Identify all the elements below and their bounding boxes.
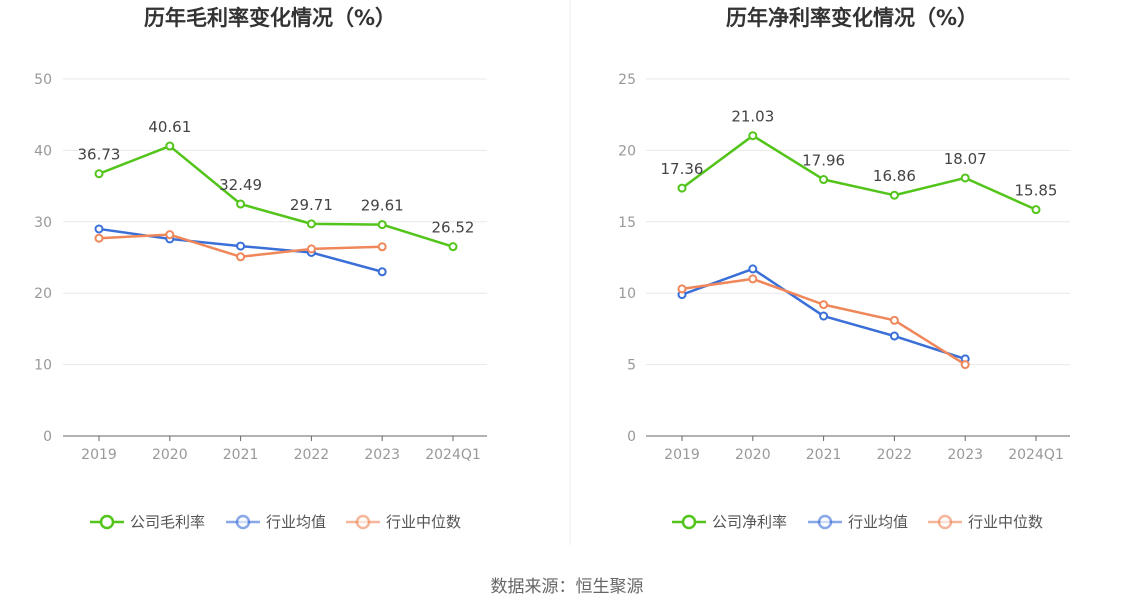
data-point bbox=[748, 274, 758, 284]
x-tick-label: 2020 bbox=[735, 447, 771, 463]
x-tick-label: 2021 bbox=[806, 447, 842, 463]
legend-marker bbox=[355, 514, 371, 530]
data-point bbox=[306, 219, 316, 229]
data-point bbox=[677, 183, 687, 193]
y-tick-label: 10 bbox=[618, 286, 636, 302]
x-tick-label: 2021 bbox=[223, 447, 259, 463]
y-tick-label: 20 bbox=[618, 143, 636, 159]
data-point bbox=[236, 241, 246, 251]
data-label: 32.49 bbox=[219, 176, 262, 194]
data-point bbox=[960, 360, 970, 370]
data-point bbox=[1031, 205, 1041, 215]
data-label: 17.96 bbox=[802, 152, 845, 170]
data-label: 16.86 bbox=[873, 167, 916, 185]
data-point bbox=[94, 233, 104, 243]
y-tick-label: 20 bbox=[34, 286, 52, 302]
data-point bbox=[306, 244, 316, 254]
data-point bbox=[94, 224, 104, 234]
y-tick-label: 5 bbox=[627, 358, 636, 374]
data-point bbox=[819, 175, 829, 185]
data-label: 29.71 bbox=[290, 196, 333, 214]
legend-marker bbox=[99, 514, 115, 530]
data-point bbox=[236, 199, 246, 209]
y-tick-label: 0 bbox=[627, 429, 636, 445]
data-point bbox=[819, 300, 829, 310]
x-tick-label: 2022 bbox=[294, 447, 330, 463]
x-tick-label: 2024Q1 bbox=[425, 447, 481, 463]
data-label: 21.03 bbox=[731, 108, 774, 126]
y-tick-label: 40 bbox=[34, 143, 52, 159]
legend-item-3[interactable]: 行业中位数 bbox=[346, 513, 461, 531]
data-label: 36.73 bbox=[78, 146, 121, 164]
legend-marker bbox=[681, 514, 697, 530]
series-line-3 bbox=[681, 277, 966, 366]
series-line-1 bbox=[681, 134, 1037, 211]
data-point bbox=[748, 131, 758, 141]
data-point bbox=[748, 264, 758, 274]
chart-2: 历年净利率变化情况（%） 0 5 10 15 20 25 2019 2020 2021 2022 20… bbox=[618, 6, 1070, 531]
y-tick-label: 15 bbox=[618, 215, 636, 231]
chart-1: 历年毛利率变化情况（%） 0 10 20 30 40 50 2019 2020 2021 2022 2… bbox=[34, 6, 487, 531]
x-tick-label: 2023 bbox=[364, 447, 400, 463]
data-point bbox=[448, 242, 458, 252]
x-tick-label: 2024Q1 bbox=[1008, 447, 1064, 463]
x-tick-label: 2019 bbox=[664, 447, 700, 463]
x-tick-label: 2020 bbox=[152, 447, 188, 463]
legend-label: 行业中位数 bbox=[386, 513, 461, 531]
data-point bbox=[677, 284, 687, 294]
data-point bbox=[377, 267, 387, 277]
chart-title: 历年净利率变化情况（%） bbox=[726, 6, 978, 30]
data-point bbox=[889, 331, 899, 341]
y-tick-label: 30 bbox=[34, 215, 52, 231]
legend-item-3[interactable]: 行业中位数 bbox=[928, 513, 1043, 531]
data-point bbox=[377, 220, 387, 230]
data-point bbox=[377, 242, 387, 252]
data-point bbox=[165, 141, 175, 151]
data-point bbox=[819, 311, 829, 321]
data-label: 18.07 bbox=[944, 150, 987, 168]
legend-label: 公司净利率 bbox=[712, 513, 787, 531]
data-point bbox=[94, 169, 104, 179]
data-label: 17.36 bbox=[661, 160, 704, 178]
data-point bbox=[889, 190, 899, 200]
chart-title: 历年毛利率变化情况（%） bbox=[144, 6, 396, 30]
legend-marker bbox=[937, 514, 953, 530]
legend-label: 行业均值 bbox=[266, 513, 326, 531]
y-tick-label: 50 bbox=[34, 72, 52, 88]
data-label: 26.52 bbox=[432, 219, 475, 237]
series-line-1 bbox=[98, 144, 454, 248]
data-label: 15.85 bbox=[1015, 182, 1058, 200]
legend-item-2[interactable]: 行业均值 bbox=[226, 513, 326, 531]
data-point bbox=[889, 315, 899, 325]
y-tick-label: 10 bbox=[34, 358, 52, 374]
data-point bbox=[236, 252, 246, 262]
y-tick-label: 25 bbox=[618, 72, 636, 88]
data-source-note: 数据来源：恒生聚源 bbox=[491, 577, 644, 597]
data-point bbox=[165, 230, 175, 240]
x-tick-label: 2019 bbox=[81, 447, 117, 463]
data-label: 40.61 bbox=[148, 118, 191, 136]
legend-label: 行业均值 bbox=[848, 513, 908, 531]
data-label: 29.61 bbox=[361, 197, 404, 215]
y-tick-label: 0 bbox=[43, 429, 52, 445]
legend-marker bbox=[235, 514, 251, 530]
legend-label: 公司毛利率 bbox=[130, 513, 205, 531]
legend-item-1[interactable]: 公司净利率 bbox=[672, 513, 787, 531]
x-tick-label: 2022 bbox=[877, 447, 913, 463]
x-tick-label: 2023 bbox=[947, 447, 983, 463]
legend-item-2[interactable]: 行业均值 bbox=[808, 513, 908, 531]
legend-marker bbox=[817, 514, 833, 530]
legend-label: 行业中位数 bbox=[968, 513, 1043, 531]
data-point bbox=[960, 173, 970, 183]
legend-item-1[interactable]: 公司毛利率 bbox=[90, 513, 205, 531]
